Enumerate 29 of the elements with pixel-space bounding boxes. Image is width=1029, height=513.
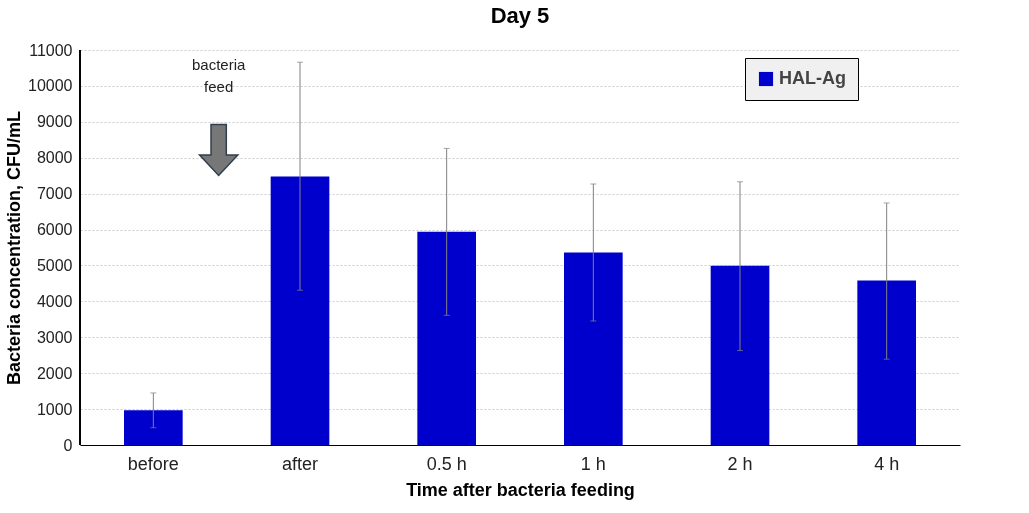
x-tick-label: before xyxy=(127,453,179,474)
bar xyxy=(124,410,183,445)
y-tick-label: 0 xyxy=(63,436,73,454)
y-tick-label: 7000 xyxy=(36,185,73,203)
x-tick-label: after xyxy=(281,453,319,474)
annotation: bacteria feed xyxy=(191,56,246,95)
y-tick-label: 9000 xyxy=(36,113,73,131)
y-tick-label: 11000 xyxy=(29,41,73,59)
x-axis-title: Time after bacteria feeding xyxy=(406,479,635,500)
y-tick-label: 4000 xyxy=(36,292,73,310)
x-tick-label: 1 h xyxy=(580,453,606,474)
y-tick-label: 3000 xyxy=(36,328,73,346)
y-tick-label: 5000 xyxy=(36,256,73,274)
chart-title: Day 5 xyxy=(490,3,550,28)
bar xyxy=(710,265,770,445)
y-tick-label: 2000 xyxy=(36,364,73,382)
x-tick-label: 2 h xyxy=(727,453,753,474)
legend-label: HAL-Ag xyxy=(779,68,846,88)
y-tick-label: 6000 xyxy=(36,221,73,239)
x-tick-label: 4 h xyxy=(874,453,900,474)
bar xyxy=(270,176,330,445)
x-tick-label: 0.5 h xyxy=(426,453,467,474)
y-axis-title: Bacteria concentration, CFU/mL xyxy=(4,110,25,386)
y-tick-label: 10000 xyxy=(28,77,73,95)
bar xyxy=(564,252,623,445)
bar xyxy=(857,280,916,445)
y-tick-label: 1000 xyxy=(36,400,73,418)
y-tick-label: 8000 xyxy=(36,149,73,167)
bar xyxy=(417,231,476,445)
